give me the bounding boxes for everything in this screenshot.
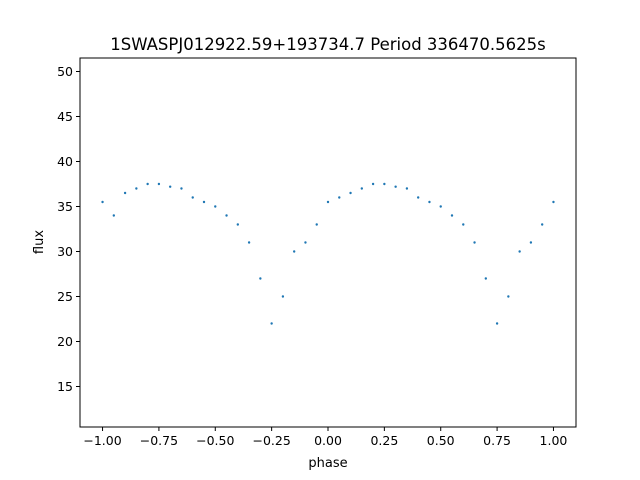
data-point [338,196,341,199]
data-point [540,223,544,226]
data-point [507,295,510,298]
data-point [371,182,375,186]
data-point [462,223,465,226]
x-tick-label: −0.75 [140,433,178,448]
data-point [236,223,240,226]
data-point [259,277,262,280]
data-point [416,196,420,199]
x-axis-ticks: −1.00 −0.75 −0.50 −0.25 0.00 0.25 0.50 0.75 1.00 [83,427,567,448]
y-axis-label: flux [32,230,47,254]
y-tick-label: 15 [57,379,73,394]
x-tick-label: 1.00 [540,433,568,448]
data-point [383,182,386,186]
x-axis-label: phase [308,456,347,471]
data-point [135,187,138,190]
data-point [292,250,296,253]
data-point [168,185,172,188]
chart-title: 1SWASPJ012922.59+193734.7 Period 336470.… [110,35,546,54]
data-point [304,241,307,244]
y-tick-label: 25 [57,289,73,304]
x-tick-label: 0.75 [483,433,511,448]
y-tick-label: 20 [57,334,73,349]
y-tick-label: 40 [57,154,73,169]
x-tick-label: 0.25 [370,433,398,448]
y-axis-ticks: 15 20 25 30 35 40 45 50 [57,64,80,394]
y-tick-label: 50 [57,64,73,79]
x-tick-label: −0.50 [196,433,234,448]
data-point [247,241,251,244]
data-point [394,185,397,188]
x-tick-label: −0.25 [252,433,290,448]
data-point [214,205,217,208]
data-point [281,295,285,298]
data-point [225,214,228,217]
data-point [112,214,116,217]
y-tick-label: 45 [57,109,73,124]
x-tick-label: 0.50 [427,433,455,448]
data-point [473,241,476,244]
data-point [450,214,454,217]
data-point [146,182,149,186]
x-tick-label: 0.00 [314,433,342,448]
data-point [315,223,318,226]
data-point [202,200,206,204]
y-tick-label: 35 [57,199,73,214]
data-point [405,187,409,190]
data-point [439,205,442,208]
data-points [101,182,555,325]
plot-frame [79,57,577,428]
data-point [349,191,352,195]
data-point [360,187,364,190]
data-point [123,191,127,195]
data-point [270,322,273,325]
data-point [180,187,183,190]
data-point [101,200,104,204]
data-point [495,322,499,325]
data-point [529,241,533,244]
x-tick-label: −1.00 [83,433,121,448]
data-point [518,250,521,253]
data-point [326,200,330,204]
data-point [157,182,161,186]
data-point [552,200,555,204]
data-point [428,200,431,204]
y-tick-label: 30 [57,244,73,259]
data-point [484,277,488,280]
data-point [191,196,194,199]
